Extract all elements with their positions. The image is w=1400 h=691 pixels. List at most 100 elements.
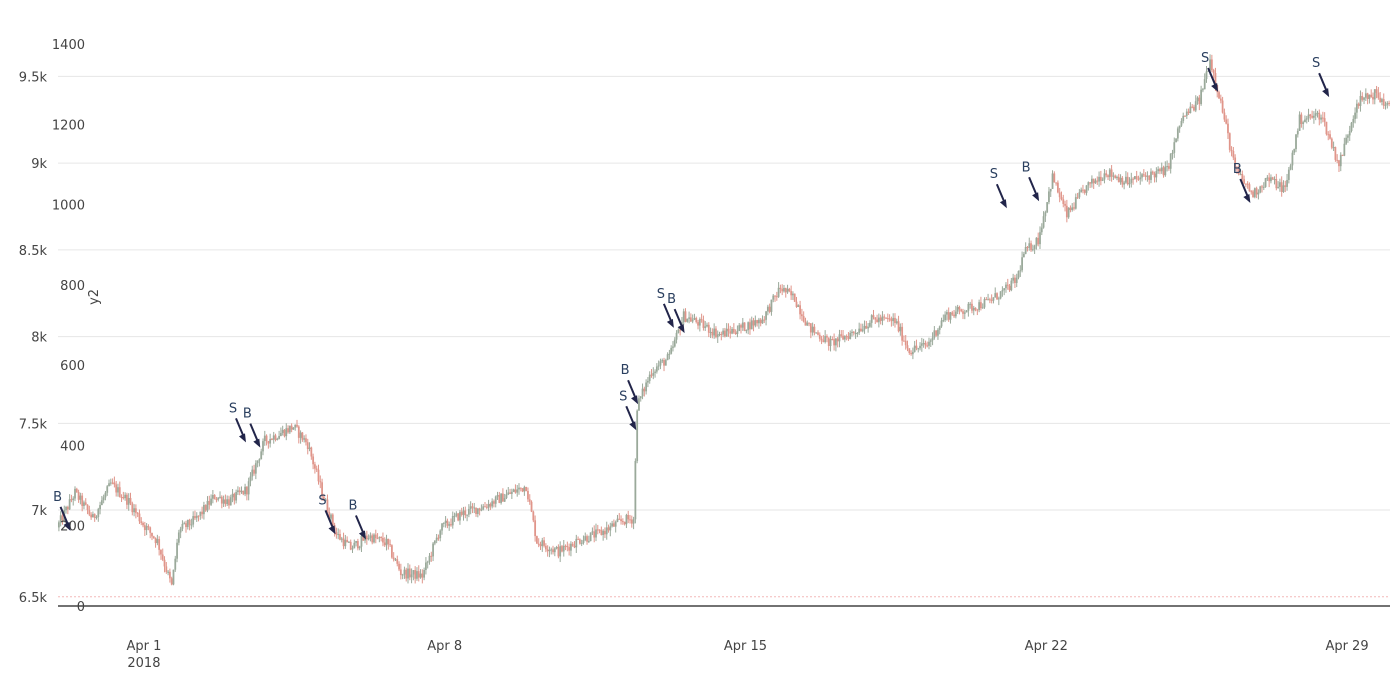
candle	[126, 492, 128, 510]
candle-body	[1253, 188, 1256, 198]
candle	[874, 317, 877, 324]
candle-body	[670, 347, 673, 354]
candle-body	[473, 507, 476, 509]
candle-body	[118, 487, 121, 498]
candle	[1203, 73, 1206, 90]
candle-body	[847, 336, 850, 339]
candle-body	[652, 372, 655, 376]
candle	[1073, 202, 1075, 211]
candle-body	[421, 573, 424, 578]
candle	[274, 433, 277, 442]
candle-body	[833, 339, 836, 346]
candle	[972, 305, 975, 316]
candle-body	[423, 569, 426, 578]
candle	[956, 304, 959, 315]
candle	[1026, 245, 1029, 252]
candle-body	[885, 317, 887, 319]
candle	[738, 322, 741, 332]
candle-body	[390, 545, 393, 558]
candle-body	[518, 487, 520, 490]
candle	[290, 423, 293, 433]
candle-body	[922, 343, 925, 345]
marker-arrow-shaft	[625, 405, 636, 426]
candle-body	[822, 340, 825, 343]
candle	[901, 322, 904, 346]
candle	[963, 309, 966, 320]
candle	[428, 553, 431, 565]
candle-body	[1366, 93, 1369, 99]
candle	[1280, 176, 1283, 197]
candle-body	[342, 538, 345, 547]
candle	[387, 538, 390, 550]
candle-body	[1030, 243, 1032, 251]
candle	[276, 437, 279, 441]
candle-body	[484, 506, 486, 508]
candle-body	[224, 499, 227, 505]
candle	[672, 341, 674, 352]
candle	[172, 569, 175, 586]
candle	[1334, 146, 1337, 162]
candle-body	[836, 338, 839, 342]
candle	[469, 501, 472, 515]
candle	[584, 532, 587, 542]
candle	[1164, 161, 1167, 177]
candle-body	[829, 339, 832, 346]
candle-body	[466, 514, 468, 516]
candle	[244, 483, 246, 497]
candle	[217, 497, 220, 502]
candle	[186, 519, 189, 530]
candle-body	[1035, 237, 1038, 246]
candle-body	[974, 307, 977, 310]
candle-body	[1017, 271, 1020, 278]
candle	[858, 322, 861, 336]
volume-tick-label: 400	[60, 439, 85, 454]
candle	[1189, 102, 1192, 114]
candle-body	[237, 490, 239, 493]
marker-label: B	[243, 407, 252, 422]
candle	[100, 495, 103, 506]
candle	[399, 563, 402, 580]
candle	[928, 337, 930, 350]
candle-body	[147, 526, 150, 528]
candle	[886, 313, 889, 323]
candle	[222, 495, 225, 508]
candle-body	[1148, 175, 1151, 180]
candle	[834, 338, 837, 352]
candle	[1325, 121, 1328, 136]
candle-body	[315, 468, 318, 470]
candle	[1295, 134, 1297, 153]
candle-body	[448, 524, 451, 526]
candle	[1225, 115, 1228, 125]
candle-body	[1014, 277, 1016, 283]
candle	[265, 434, 268, 446]
candle	[595, 523, 597, 542]
candle-body	[1049, 188, 1052, 192]
candle-body	[247, 481, 250, 495]
candle-body	[1003, 288, 1006, 291]
price-tick-label: 9k	[31, 157, 47, 172]
candle-body	[1280, 182, 1283, 192]
candle-body	[79, 495, 82, 500]
candle-body	[269, 438, 272, 444]
candle	[425, 557, 427, 575]
candle	[197, 515, 200, 522]
candle-body	[758, 319, 760, 324]
candle-body	[849, 333, 852, 339]
candle	[1191, 104, 1194, 109]
candle-body	[127, 497, 130, 505]
candle	[895, 318, 898, 325]
candle-body	[673, 339, 676, 347]
candle-body	[700, 319, 703, 321]
candle	[491, 498, 494, 509]
candle-body	[1180, 121, 1183, 126]
candle-body	[151, 532, 153, 537]
candle-body	[695, 317, 698, 323]
candle-body	[734, 332, 737, 334]
candle-body	[177, 532, 180, 543]
sell-marker: S	[229, 401, 246, 443]
candle	[392, 552, 395, 562]
candle	[1232, 146, 1235, 161]
candle	[648, 371, 651, 384]
marker-arrow-shaft	[1318, 72, 1329, 93]
